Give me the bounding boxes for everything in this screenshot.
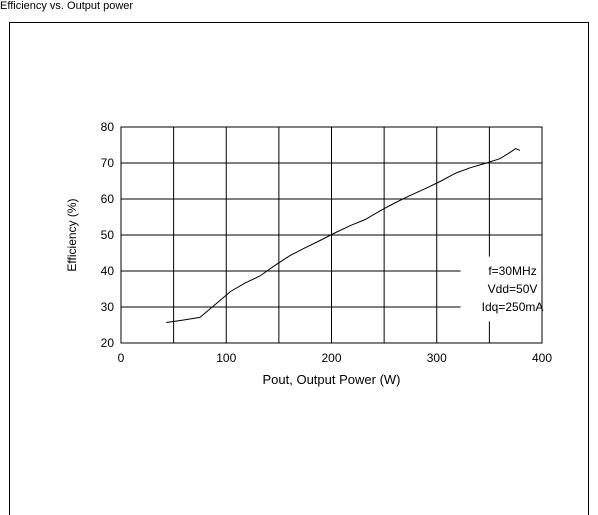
y-tick-label: 60 xyxy=(101,192,115,206)
x-axis-label: Pout, Output Power (W) xyxy=(263,372,401,387)
x-tick-label: 0 xyxy=(118,351,125,365)
annotation-quiescent-current: Idq=250mA xyxy=(482,300,544,314)
plot-area-border xyxy=(120,126,543,344)
y-axis-label: Efficiency (%) xyxy=(65,198,79,271)
y-tick-label: 40 xyxy=(101,264,115,278)
efficiency-chart: f=30MHz Vdd=50V Idq=250mA 0 100 200 300 400 … xyxy=(65,120,565,387)
y-tick-label: 70 xyxy=(101,156,115,170)
annotation-background xyxy=(460,256,565,322)
x-axis-ticks: 0 100 200 300 400 xyxy=(118,351,553,365)
y-tick-label: 20 xyxy=(101,336,115,350)
x-tick-label: 400 xyxy=(532,351,552,365)
annotation-frequency: f=30MHz xyxy=(488,264,536,278)
annotation-voltage: Vdd=50V xyxy=(488,282,538,296)
efficiency-curve xyxy=(166,148,521,323)
y-tick-label: 50 xyxy=(101,228,115,242)
y-tick-label: 30 xyxy=(101,300,115,314)
y-tick-label: 80 xyxy=(101,120,115,134)
figure-frame: f=30MHz Vdd=50V Idq=250mA 0 100 200 300 400 … xyxy=(9,22,589,515)
x-tick-label: 100 xyxy=(216,351,236,365)
x-tick-label: 200 xyxy=(321,351,341,365)
y-axis-ticks: 20 30 40 50 60 70 80 xyxy=(101,120,115,350)
annotation-box: f=30MHz Vdd=50V Idq=250mA xyxy=(460,256,565,322)
x-tick-label: 300 xyxy=(427,351,447,365)
figure-caption: Efficiency vs. Output power xyxy=(0,0,134,12)
